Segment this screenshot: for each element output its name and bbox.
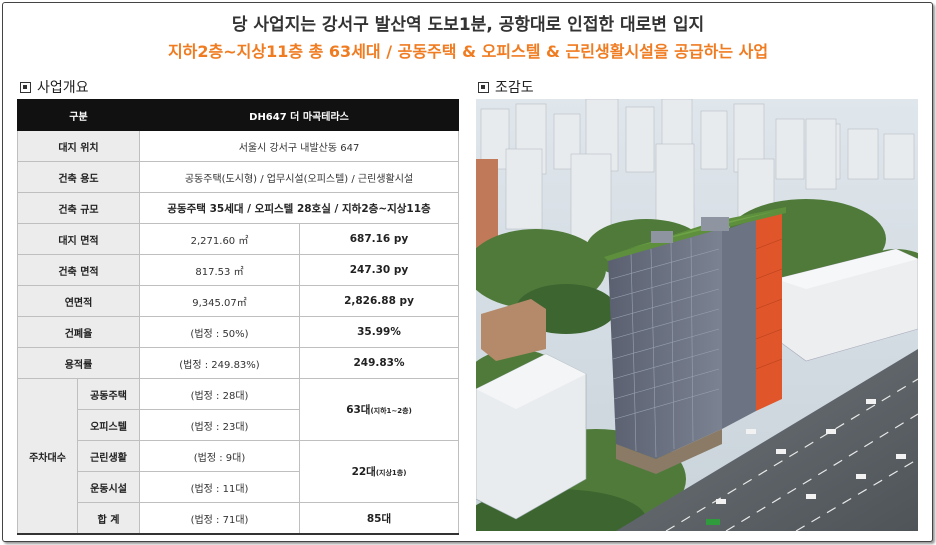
floor-area-m2: 9,345.07㎡ — [139, 285, 300, 317]
row-label: 대지 위치 — [17, 130, 140, 162]
square-bullet-icon — [20, 81, 31, 93]
row-label: 연면적 — [17, 285, 140, 317]
table-header-row: 구분 DH647 더 마곡테라스 — [17, 99, 459, 131]
table-row: 운동시설 (법정 : 11대) — [18, 471, 459, 503]
row-label: 대지 면적 — [17, 223, 140, 255]
parking-total-legal: (법정 : 71대) — [139, 502, 300, 535]
building-area-m2: 817.53 ㎡ — [139, 254, 300, 286]
coverage-value: 35.99% — [299, 316, 459, 348]
row-label: 용적률 — [17, 347, 140, 379]
aerial-section-title: 조감도 — [478, 77, 534, 97]
row-label: 건폐율 — [17, 316, 140, 348]
site-location-value: 서울시 강서구 내발산동 647 — [139, 130, 459, 162]
parking-group2-value: 22대 — [351, 466, 376, 478]
parking-retail-legal: (법정 : 9대) — [139, 440, 300, 472]
table-row: 주차대수 공동주택 (법정 : 28대) 63대(지하1~2층) — [17, 378, 459, 535]
parking-group2-cell: 22대(지상1층) — [299, 440, 459, 503]
table-row: 합 계 (법정 : 71대) 85대 — [18, 502, 459, 535]
parking-total-value: 85대 — [299, 502, 459, 535]
parking-total-label: 합 계 — [77, 502, 140, 535]
table-row: 건축 용도 공동주택(도시형) / 업무시설(오피스텔) / 근린생활시설 — [17, 161, 459, 193]
building-scale-value: 공동주택 35세대 / 오피스텔 28호실 / 지하2층~지상11층 — [139, 192, 459, 224]
headline-location: 당 사업지는 강서구 발산역 도보1분, 공항대로 인접한 대로변 입지 — [231, 15, 705, 35]
parking-apartment-legal: (법정 : 28대) — [139, 378, 300, 410]
table-row: 건축 규모 공동주택 35세대 / 오피스텔 28호실 / 지하2층~지상11층 — [17, 192, 459, 224]
table-row: 건축 면적 817.53 ㎡ 247.30 py — [17, 254, 459, 286]
site-area-py: 687.16 py — [299, 223, 459, 255]
row-label: 건축 면적 — [17, 254, 140, 286]
headline-project-summary: 지하2층~지상11층 총 63세대 / 공동주택 & 오피스텔 & 근린생활시설… — [167, 42, 769, 61]
building-area-py: 247.30 py — [299, 254, 459, 286]
table-row: 연면적 9,345.07㎡ 2,826.88 py — [17, 285, 459, 317]
aerial-rendering-image — [476, 99, 918, 531]
header-category-cell: 구분 — [17, 99, 140, 131]
row-label: 건축 용도 — [17, 161, 140, 193]
row-label: 건축 규모 — [17, 192, 140, 224]
parking-officetel-label: 오피스텔 — [77, 409, 140, 441]
far-value: 249.83% — [299, 347, 459, 379]
square-bullet-icon — [478, 81, 489, 93]
parking-group2-note: (지상1층) — [375, 469, 407, 477]
parking-group1-value: 63대 — [346, 404, 371, 416]
parking-retail-label: 근린생활 — [77, 440, 140, 472]
table-row: 오피스텔 (법정 : 23대) — [18, 409, 459, 441]
table-row: 근린생활 (법정 : 9대) 22대(지상1층) — [18, 440, 459, 503]
parking-sports-legal: (법정 : 11대) — [139, 471, 300, 503]
parking-officetel-legal: (법정 : 23대) — [139, 409, 300, 441]
overview-title-text: 사업개요 — [37, 80, 89, 96]
parking-label: 주차대수 — [17, 378, 78, 535]
table-row: 용적률 (법정 : 249.83%) 249.83% — [17, 347, 459, 379]
header-project-name-cell: DH647 더 마곡테라스 — [139, 99, 459, 131]
parking-apartment-label: 공동주택 — [77, 378, 140, 410]
parking-group1-note: (지하1~2층) — [370, 407, 412, 415]
table-row: 건폐율 (법정 : 50%) 35.99% — [17, 316, 459, 348]
coverage-legal: (법정 : 50%) — [139, 316, 300, 348]
aerial-title-text: 조감도 — [495, 80, 534, 96]
overview-table: 구분 DH647 더 마곡테라스 대지 위치 서울시 강서구 내발산동 647 … — [17, 99, 459, 535]
far-legal: (법정 : 249.83%) — [139, 347, 300, 379]
parking-sports-label: 운동시설 — [77, 471, 140, 503]
site-area-m2: 2,271.60 ㎡ — [139, 223, 300, 255]
floor-area-py: 2,826.88 py — [299, 285, 459, 317]
table-row: 대지 면적 2,271.60 ㎡ 687.16 py — [17, 223, 459, 255]
parking-group1-cell: 63대(지하1~2층) — [299, 378, 459, 441]
table-row: 대지 위치 서울시 강서구 내발산동 647 — [17, 130, 459, 162]
overview-section-title: 사업개요 — [20, 77, 89, 97]
building-use-value: 공동주택(도시형) / 업무시설(오피스텔) / 근린생활시설 — [139, 161, 459, 193]
